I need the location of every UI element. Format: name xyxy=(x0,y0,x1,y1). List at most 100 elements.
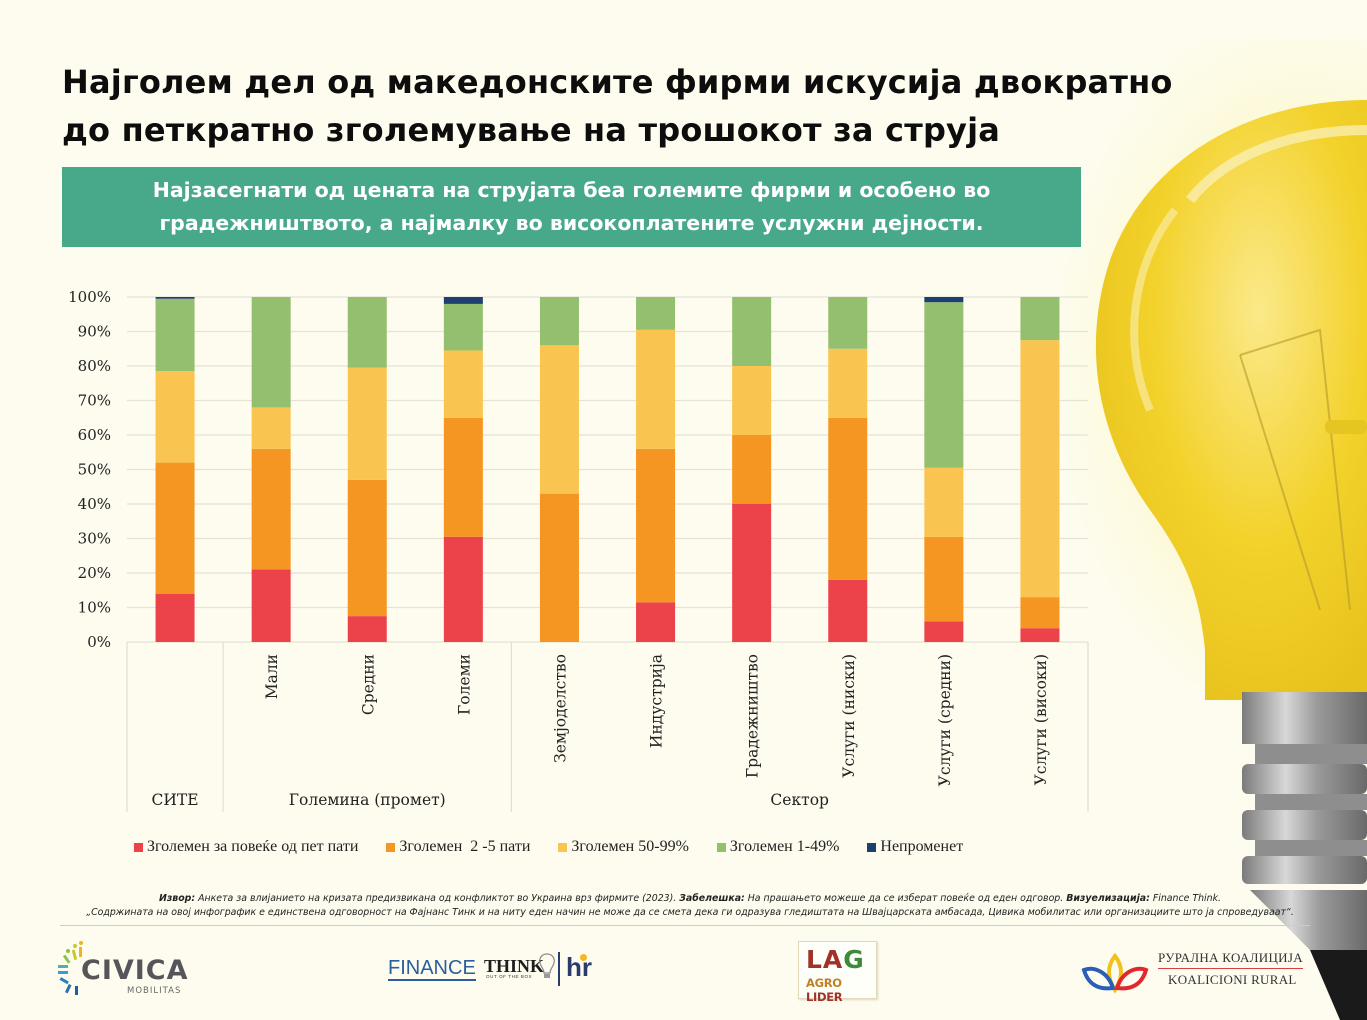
y-tick-label: 30% xyxy=(78,530,111,548)
hr-wordmark: hr xyxy=(566,952,592,982)
lag-lider: LIDER xyxy=(806,990,843,1004)
x-tick-label: Услуги (ниски) xyxy=(840,654,858,778)
y-tick-label: 70% xyxy=(78,392,111,410)
agro-lider-wordmark: AGRO LIDER xyxy=(806,976,876,1004)
x-tick-label: Градежништво xyxy=(744,654,762,778)
bar-segment xyxy=(1020,340,1060,598)
bar-segment xyxy=(443,536,483,642)
x-axis: Мали Средни Големи Земјоделство Индустрија Гр… xyxy=(126,642,1089,812)
think-wordmark: THINK xyxy=(484,956,545,976)
rural-coalition-logo: РУРАЛНА КОАЛИЦИЈА KOALICIONI RURAL xyxy=(1080,948,1320,996)
x-group-label: Сектор xyxy=(770,791,829,809)
bar-segment xyxy=(539,493,579,642)
bar-segment xyxy=(443,297,483,304)
bar-segment xyxy=(828,348,868,418)
legend-label: Зголемен 50-99% xyxy=(571,838,689,855)
bar-stack xyxy=(1020,297,1060,642)
bar-segment xyxy=(924,536,964,622)
x-tick-label: Индустрија xyxy=(648,654,666,748)
footnotes: Извор: Анкета за влијанието на кризата п… xyxy=(70,892,1310,920)
legend-label: Зголемен 2 -5 пати xyxy=(399,838,531,855)
bar-segment xyxy=(636,602,676,642)
stacked-bar-chart: 0% 10% 20% 30% 40% 50% 60% 70% 80% 90% 100% Мали Ср… xyxy=(68,288,1089,812)
bar-segment xyxy=(251,297,291,408)
bar-segment xyxy=(539,345,579,494)
x-tick-label: Големи xyxy=(455,654,473,715)
source-text: Анкета за влијанието на кризата предизви… xyxy=(195,893,680,904)
lotus-icon xyxy=(1081,952,1149,994)
legend-item: Зголемен 1-49% xyxy=(716,838,840,856)
y-axis-ticks: 0% 10% 20% 30% 40% 50% 60% 70% 80% 90% 100% xyxy=(68,288,111,651)
bar-segment xyxy=(732,297,772,366)
y-tick-label: 40% xyxy=(78,495,111,513)
note-label: Забелешка: xyxy=(679,893,745,904)
bar-segment xyxy=(443,303,483,351)
bar-stack xyxy=(732,297,772,642)
bar-segment xyxy=(732,435,772,504)
subtitle-line-2: градежништвото, а најмалку во високоплат… xyxy=(159,211,984,235)
bar-segment xyxy=(636,329,676,449)
legend-item: Зголемен 2 -5 пати xyxy=(386,838,530,856)
rural-coalition-al: KOALICIONI RURAL xyxy=(1168,972,1297,987)
x-tick-label: Услуги (средни) xyxy=(936,654,954,786)
civica-wordmark: CIVICA xyxy=(81,955,189,986)
lag-agro-lider-logo: LAG AGRO LIDER xyxy=(798,941,877,1004)
bar-segment xyxy=(155,593,195,642)
bar-segment xyxy=(924,467,964,537)
note-text: На прашањето можеше да се изберат повеќе… xyxy=(744,893,1067,904)
legend-swatch xyxy=(716,842,726,852)
bar-segment xyxy=(732,504,772,642)
bar-stack xyxy=(539,297,579,642)
bar-segment xyxy=(1020,297,1060,341)
bar-segment xyxy=(732,366,772,435)
bar-stack xyxy=(155,297,195,642)
y-tick-label: 20% xyxy=(78,564,111,582)
y-tick-label: 80% xyxy=(78,357,111,375)
bar-segment xyxy=(636,448,676,603)
legend-label: Зголемен 1-49% xyxy=(729,838,840,855)
bar-segment xyxy=(155,297,195,299)
x-group-label: СИТЕ xyxy=(152,791,199,809)
subtitle-banner: Најзасегнати од цената на струјата беа г… xyxy=(62,167,1081,247)
lag-agro: AGRO xyxy=(806,976,842,990)
bar-segment xyxy=(443,417,483,537)
bar-segment xyxy=(636,297,676,330)
page-title: Најголем дел од македонските фирми искус… xyxy=(62,58,1282,154)
x-tick-label: Земјоделство xyxy=(551,654,569,763)
hr-dot-icon xyxy=(580,954,587,961)
bar-stack xyxy=(347,297,387,642)
legend: Зголемен за повеќе од пет пати Зголемен 2… xyxy=(134,838,991,856)
legend-item: Зголемен 50-99% xyxy=(558,838,689,856)
bar-segment xyxy=(251,448,291,570)
bar-stack xyxy=(251,297,291,642)
bar-segment xyxy=(1020,597,1060,629)
bar-segment xyxy=(924,621,964,642)
bar-segment xyxy=(155,462,195,594)
bar-segment xyxy=(347,616,387,642)
bar-segment xyxy=(924,297,964,303)
bar-segment xyxy=(828,579,868,642)
y-tick-label: 90% xyxy=(78,323,111,341)
x-tick-label: Услуги (високи) xyxy=(1032,654,1050,785)
lightbulb-illustration xyxy=(1095,100,1367,1020)
bar-segment xyxy=(828,417,868,580)
lightbulb-outline-icon xyxy=(539,953,555,978)
civica-burst-icon xyxy=(58,941,83,995)
bars xyxy=(155,297,1060,642)
logo-separator xyxy=(558,952,560,986)
civica-mobilitas-logo: CIVICA MOBILITAS xyxy=(55,937,195,1001)
bar-segment xyxy=(828,297,868,349)
disclaimer: „Содржината на овој инфографик е единств… xyxy=(86,907,1294,918)
legend-item: Непроменет xyxy=(867,838,963,856)
legend-label: Зголемен за повеќе од пет пати xyxy=(147,838,359,855)
bar-segment xyxy=(1020,628,1060,642)
think-subtext: OUT OF THE BOX xyxy=(486,974,533,979)
bar-stack xyxy=(636,297,676,642)
source-note: Извор: Анкета за влијанието на кризата п… xyxy=(70,892,1310,906)
lag-la: LA xyxy=(806,945,844,974)
viz-label: Визуелизација: xyxy=(1066,893,1150,904)
finance-think-logo: FINANCE THINK OUT OF THE BOX hr xyxy=(388,950,608,994)
bar-segment xyxy=(251,407,291,449)
x-tick-label: Мали xyxy=(263,654,281,699)
bar-segment xyxy=(155,298,195,372)
